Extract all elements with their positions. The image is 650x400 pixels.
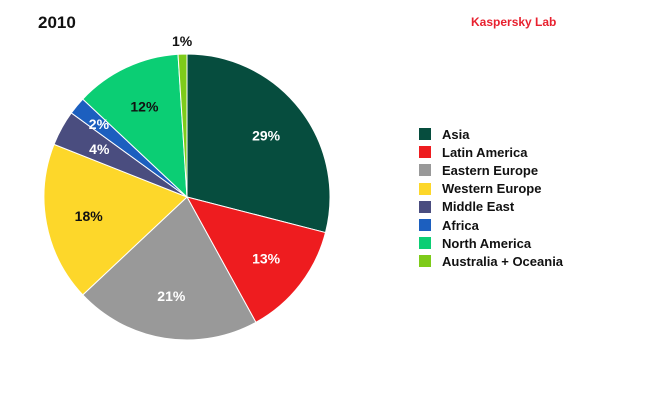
legend-swatch xyxy=(419,182,431,195)
legend-label: Western Europe xyxy=(442,181,542,197)
legend-swatch xyxy=(419,146,431,159)
legend-item-latin-america: Latin America xyxy=(419,143,563,161)
pie-slice-eastern-europe xyxy=(82,196,257,341)
legend-swatch xyxy=(419,237,431,250)
pie-slice-latin-america xyxy=(186,196,327,323)
legend-swatch xyxy=(419,200,431,213)
legend-label: Asia xyxy=(442,126,470,142)
legend-item-eastern-europe: Eastern Europe xyxy=(419,161,563,179)
pie-slice-western-europe xyxy=(43,143,188,296)
legend-item-asia: Asia xyxy=(419,125,563,143)
legend-label: Australia + Oceania xyxy=(442,253,564,269)
data-label-north-america: 12% xyxy=(130,98,159,114)
legend-label: Middle East xyxy=(442,199,515,215)
legend-swatch xyxy=(419,255,431,268)
data-label-latin-america: 13% xyxy=(252,250,281,266)
legend-label: Eastern Europe xyxy=(442,162,539,178)
chart-title: 2010 xyxy=(38,13,76,32)
legend-item-north-america: North America xyxy=(419,234,563,252)
data-label-middle-east: 4% xyxy=(89,141,110,157)
data-label-eastern-europe: 21% xyxy=(157,288,186,304)
data-label-africa: 2% xyxy=(89,116,110,132)
data-label-asia: 29% xyxy=(252,128,281,144)
legend-swatch xyxy=(419,128,431,141)
data-label-australia-oceania: 1% xyxy=(172,33,193,49)
legend-swatch xyxy=(419,219,431,232)
legend-item-middle-east: Middle East xyxy=(419,198,563,216)
legend-swatch xyxy=(419,164,431,177)
pie-slice-australia-oceania xyxy=(177,53,188,198)
legend-label: Latin America xyxy=(442,144,528,160)
legend-label: North America xyxy=(442,235,532,251)
legend-item-australia-oceania: Australia + Oceania xyxy=(419,252,563,270)
legend: Asia Latin America Eastern Europe Western E… xyxy=(419,125,563,271)
legend-item-africa: Africa xyxy=(419,216,563,234)
brand-label: Kaspersky Lab xyxy=(471,15,557,29)
legend-label: Africa xyxy=(442,217,479,233)
pie-slice-north-america xyxy=(82,53,188,199)
data-label-western-europe: 18% xyxy=(75,208,104,224)
pie-slice-asia xyxy=(186,53,331,234)
legend-item-western-europe: Western Europe xyxy=(419,180,563,198)
